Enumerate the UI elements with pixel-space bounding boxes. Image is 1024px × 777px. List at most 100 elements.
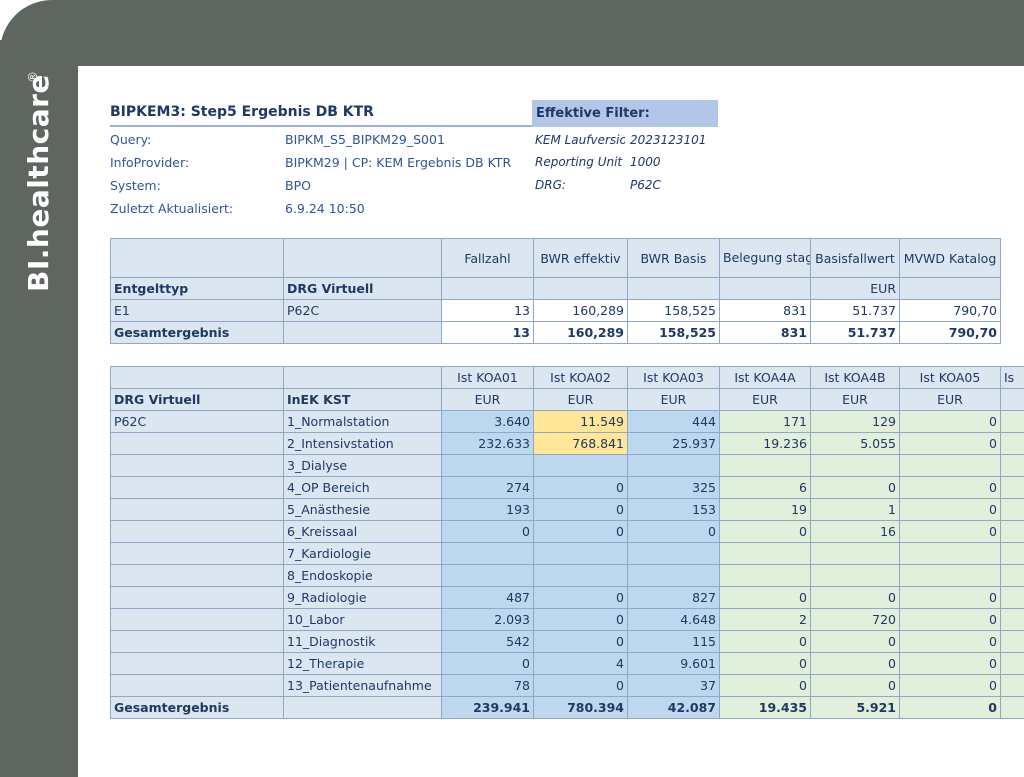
table-row: 5_Anästhesie 193 0 153 19 1 0 bbox=[110, 498, 1024, 521]
col-header-mvwd-katalog: MVWD Katalog bbox=[899, 238, 1001, 278]
value-cell: 11.549 bbox=[533, 410, 628, 433]
col-header-koa4b: Ist KOA4B bbox=[810, 366, 900, 389]
value-cell: 720 bbox=[810, 608, 900, 631]
value-cell bbox=[899, 542, 1001, 565]
value-cell: 16 bbox=[810, 520, 900, 543]
total-cell: 239.941 bbox=[441, 696, 534, 719]
value-cell: 13 bbox=[441, 299, 534, 322]
unit-cell: EUR bbox=[719, 388, 811, 411]
value-cell: 4.648 bbox=[627, 608, 720, 631]
unit-cell bbox=[899, 277, 1001, 300]
value-cell: 0 bbox=[627, 520, 720, 543]
table-row: 12_Therapie 0 4 9.601 0 0 0 bbox=[110, 652, 1024, 675]
report-title: BIPKEM3: Step5 Ergebnis DB KTR bbox=[110, 104, 374, 120]
total-cell: 51.737 bbox=[810, 321, 900, 344]
value-cell: 0 bbox=[899, 652, 1001, 675]
filter-value-drg: P62C bbox=[630, 178, 661, 192]
value-cell: 25.937 bbox=[627, 432, 720, 455]
col-header-truncated: Is bbox=[1000, 366, 1024, 389]
total-cell: 42.087 bbox=[627, 696, 720, 719]
truncated-cell bbox=[1000, 454, 1024, 477]
table-row: 11_Diagnostik 542 0 115 0 0 0 bbox=[110, 630, 1024, 653]
value-cell bbox=[441, 564, 534, 587]
col-header-basisfallwert: Basisfallwert bbox=[810, 238, 900, 278]
drg-cell bbox=[110, 608, 284, 631]
total-cell: 5.921 bbox=[810, 696, 900, 719]
value-cell: 0 bbox=[719, 586, 811, 609]
value-cell: 160,289 bbox=[533, 299, 628, 322]
value-cell: 0 bbox=[899, 608, 1001, 631]
value-cell: 0 bbox=[810, 476, 900, 499]
value-cell: 2 bbox=[719, 608, 811, 631]
truncated-cell bbox=[1000, 410, 1024, 433]
total-label: Gesamtergebnis bbox=[110, 696, 284, 719]
drg-cell bbox=[110, 564, 284, 587]
total-row: Gesamtergebnis 13 160,289 158,525 831 51… bbox=[110, 321, 1001, 344]
value-cell: 0 bbox=[719, 652, 811, 675]
drg-cell bbox=[110, 454, 284, 477]
value-cell: 827 bbox=[627, 586, 720, 609]
kst-cell: 3_Dialyse bbox=[283, 454, 442, 477]
value-cell: 0 bbox=[533, 476, 628, 499]
value-cell: 444 bbox=[627, 410, 720, 433]
value-cell: 115 bbox=[627, 630, 720, 653]
drg-cell bbox=[110, 652, 284, 675]
drg-cell bbox=[110, 630, 284, 653]
total-empty-cell bbox=[283, 696, 442, 719]
value-cell bbox=[441, 454, 534, 477]
kst-cell: 5_Anästhesie bbox=[283, 498, 442, 521]
unit-cell bbox=[533, 277, 628, 300]
kst-cell: 2_Intensivstation bbox=[283, 432, 442, 455]
total-cell: 0 bbox=[899, 696, 1001, 719]
value-cell bbox=[441, 542, 534, 565]
summary-corner-cell bbox=[110, 238, 284, 278]
truncated-cell bbox=[1000, 652, 1024, 675]
value-cell: 37 bbox=[627, 674, 720, 697]
table-row: 4_OP Bereich 274 0 325 6 0 0 bbox=[110, 476, 1024, 499]
value-cell bbox=[627, 454, 720, 477]
truncated-cell bbox=[1000, 586, 1024, 609]
value-cell: 78 bbox=[441, 674, 534, 697]
truncated-cell bbox=[1000, 564, 1024, 587]
drg-cell bbox=[110, 520, 284, 543]
frame-left bbox=[0, 40, 78, 777]
summary-dim-row: Entgelttyp DRG Virtuell EUR bbox=[110, 277, 1001, 300]
drg-cell: P62C bbox=[110, 410, 284, 433]
value-cell: 153 bbox=[627, 498, 720, 521]
row-header-inek-kst: InEK KST bbox=[283, 388, 442, 411]
value-cell: 0 bbox=[810, 630, 900, 653]
table-row: E1 P62C 13 160,289 158,525 831 51.737 79… bbox=[110, 299, 1001, 322]
truncated-cell bbox=[1000, 696, 1024, 719]
registered-mark: ® bbox=[26, 71, 40, 83]
total-cell: 831 bbox=[719, 321, 811, 344]
meta-value-infoprovider: BIPKM29 | CP: KEM Ergebnis DB KTR bbox=[285, 155, 512, 170]
meta-label-updated: Zuletzt Aktualisiert: bbox=[110, 201, 234, 216]
drg-cell bbox=[110, 432, 284, 455]
value-cell bbox=[719, 564, 811, 587]
table-row: 7_Kardiologie bbox=[110, 542, 1024, 565]
unit-cell: EUR bbox=[899, 388, 1001, 411]
table-row: 8_Endoskopie bbox=[110, 564, 1024, 587]
value-cell bbox=[899, 454, 1001, 477]
cost-corner-cell bbox=[283, 366, 442, 389]
value-cell: 232.633 bbox=[441, 432, 534, 455]
value-cell bbox=[627, 542, 720, 565]
value-cell: 0 bbox=[533, 498, 628, 521]
unit-cell: EUR bbox=[810, 277, 900, 300]
total-cell: 19.435 bbox=[719, 696, 811, 719]
table-row: 2_Intensivstation 232.633 768.841 25.937 19.… bbox=[110, 432, 1024, 455]
col-header-bwr-basis: BWR Basis bbox=[627, 238, 720, 278]
kst-cell: 12_Therapie bbox=[283, 652, 442, 675]
total-cell: 13 bbox=[441, 321, 534, 344]
value-cell: 51.737 bbox=[810, 299, 900, 322]
truncated-cell bbox=[1000, 630, 1024, 653]
value-cell: 0 bbox=[899, 586, 1001, 609]
value-cell: 193 bbox=[441, 498, 534, 521]
truncated-cell bbox=[1000, 498, 1024, 521]
value-cell: 6 bbox=[719, 476, 811, 499]
unit-cell: EUR bbox=[441, 388, 534, 411]
value-cell bbox=[533, 454, 628, 477]
value-cell: 0 bbox=[533, 608, 628, 631]
col-header-koa05: Ist KOA05 bbox=[899, 366, 1001, 389]
truncated-cell bbox=[1000, 608, 1024, 631]
